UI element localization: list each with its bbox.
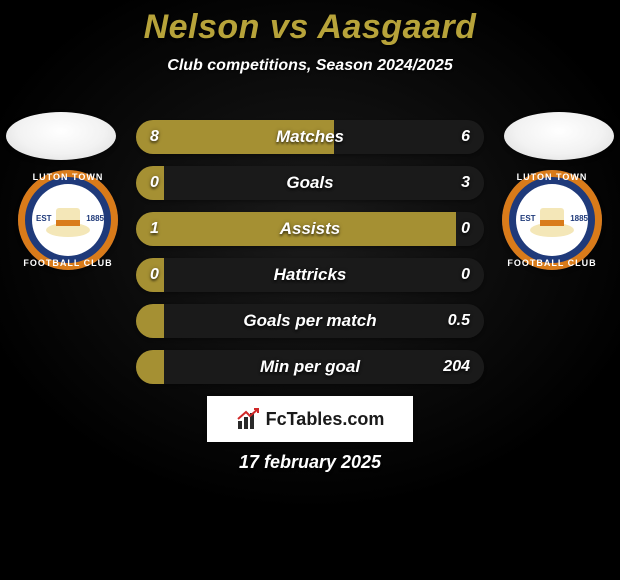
stat-value-right: 3 <box>461 166 470 200</box>
stat-value-left: 8 <box>150 120 159 154</box>
date-text: 17 february 2025 <box>0 452 620 473</box>
stat-value-right: 0.5 <box>448 304 470 338</box>
player-right-name: Aasgaard <box>317 8 476 46</box>
stat-label: Min per goal <box>136 350 484 384</box>
stat-label: Goals <box>136 166 484 200</box>
stat-label: Hattricks <box>136 258 484 292</box>
brand-text: FcTables.com <box>266 409 385 430</box>
stat-value-left: 1 <box>150 212 159 246</box>
crest-left-bottom-text: FOOTBALL CLUB <box>18 258 118 268</box>
stats-container: Matches86Goals03Assists10Hattricks00Goal… <box>136 120 484 396</box>
crest-left-hat-icon <box>44 198 92 238</box>
stat-row: Min per goal204 <box>136 350 484 384</box>
stat-row: Hattricks0 0 <box>136 258 484 292</box>
stat-row: Matches8 6 <box>136 120 484 154</box>
stat-value-right: 6 <box>461 120 470 154</box>
stat-value-left: 0 <box>150 166 159 200</box>
avatar-right <box>504 112 614 160</box>
player-left-name: Nelson <box>144 8 260 46</box>
crest-right-top-text: LUTON TOWN <box>502 172 602 182</box>
vs-text: vs <box>270 8 309 46</box>
stat-label: Goals per match <box>136 304 484 338</box>
crest-right-bottom-text: FOOTBALL CLUB <box>502 258 602 268</box>
crest-left-top-text: LUTON TOWN <box>18 172 118 182</box>
stat-row: Goals0 3 <box>136 166 484 200</box>
stat-label: Assists <box>136 212 484 246</box>
stat-value-right: 204 <box>443 350 470 384</box>
crest-left: LUTON TOWN FOOTBALL CLUB EST 1885 <box>18 170 118 270</box>
stat-value-left: 0 <box>150 258 159 292</box>
stat-label: Matches <box>136 120 484 154</box>
stat-row: Assists1 0 <box>136 212 484 246</box>
stat-row: Goals per match0.5 <box>136 304 484 338</box>
brand-logo-icon <box>236 407 260 431</box>
brand-badge: FcTables.com <box>207 396 413 442</box>
stat-value-right: 0 <box>461 258 470 292</box>
crest-right: LUTON TOWN FOOTBALL CLUB EST 1885 <box>502 170 602 270</box>
subtitle: Club competitions, Season 2024/2025 <box>0 57 620 75</box>
avatar-left <box>6 112 116 160</box>
title: Nelson vs Aasgaard <box>0 8 620 47</box>
crest-right-hat-icon <box>528 198 576 238</box>
stat-value-right: 0 <box>461 212 470 246</box>
comparison-card: Nelson vs Aasgaard Club competitions, Se… <box>0 0 620 580</box>
